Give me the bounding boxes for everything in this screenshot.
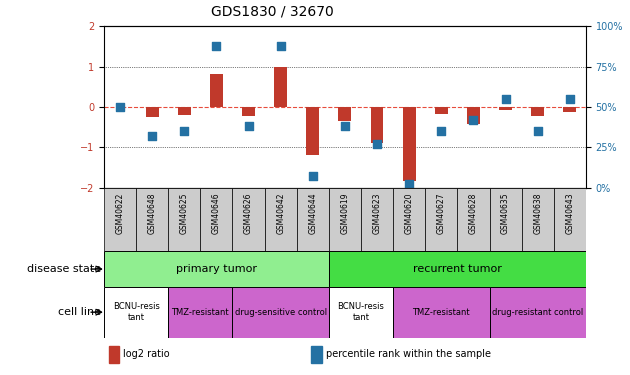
Point [532,128,542,134]
Point [211,43,222,49]
Bar [311,346,322,363]
Bar [425,188,457,251]
Bar [531,107,544,116]
Text: drug-sensitive control: drug-sensitive control [234,308,327,316]
Bar [338,107,352,121]
Point [147,133,157,139]
Text: GSM40626: GSM40626 [244,193,253,234]
Bar [232,188,265,251]
Bar [329,188,361,251]
Text: GSM40646: GSM40646 [212,193,221,234]
Text: GSM40620: GSM40620 [404,193,414,234]
Bar [403,107,416,182]
Text: recurrent tumor: recurrent tumor [413,264,502,274]
Text: GSM40623: GSM40623 [372,193,382,234]
Text: GSM40622: GSM40622 [115,193,125,234]
Bar [499,107,512,110]
Point [500,96,510,102]
Text: GSM40638: GSM40638 [533,193,542,234]
Text: TMZ-resistant: TMZ-resistant [413,308,470,316]
Bar [168,188,200,251]
Bar [306,107,319,155]
Bar [168,287,232,338]
Point [179,128,189,134]
Point [243,123,253,129]
Text: primary tumor: primary tumor [176,264,257,274]
Bar [200,188,232,251]
Bar [393,188,425,251]
Text: GSM40628: GSM40628 [469,193,478,234]
Bar [329,287,393,338]
Bar [104,251,329,287]
Bar [104,188,136,251]
Text: GSM40648: GSM40648 [147,193,157,234]
Bar [232,287,329,338]
Text: TMZ-resistant: TMZ-resistant [171,308,229,316]
Bar [490,188,522,251]
Bar [104,287,168,338]
Bar [554,188,586,251]
Text: GSM40625: GSM40625 [180,193,189,234]
Bar [393,287,490,338]
Text: GSM40643: GSM40643 [565,193,575,234]
Point [340,123,350,129]
Point [307,173,318,179]
Bar [242,107,255,116]
Text: disease state: disease state [26,264,101,274]
Point [275,43,285,49]
Bar [297,188,329,251]
Text: drug-resistant control: drug-resistant control [492,308,583,316]
Point [564,96,575,102]
Bar [109,346,119,363]
Text: log2 ratio: log2 ratio [123,350,170,359]
Bar [490,287,586,338]
Point [404,181,415,187]
Bar [178,107,191,115]
Bar [522,188,554,251]
Bar [329,251,586,287]
Text: percentile rank within the sample: percentile rank within the sample [326,350,491,359]
Point [115,104,125,110]
Bar [146,107,159,117]
Text: BCNU-resis
tant: BCNU-resis tant [113,303,159,322]
Text: GSM40635: GSM40635 [501,193,510,234]
Text: cell line: cell line [58,307,101,317]
Text: GSM40627: GSM40627 [437,193,446,234]
Point [436,128,446,134]
Text: GDS1830 / 32670: GDS1830 / 32670 [211,5,334,19]
Bar [563,107,576,112]
Text: GSM40619: GSM40619 [340,193,350,234]
Bar [274,67,287,107]
Bar [435,107,448,114]
Bar [457,188,490,251]
Bar [136,188,168,251]
Point [468,117,479,123]
Bar [265,188,297,251]
Bar [370,107,384,143]
Point [372,141,382,147]
Text: GSM40644: GSM40644 [308,193,318,234]
Bar [361,188,393,251]
Bar [467,107,480,124]
Text: BCNU-resis
tant: BCNU-resis tant [338,303,384,322]
Bar [210,74,223,107]
Text: GSM40642: GSM40642 [276,193,285,234]
